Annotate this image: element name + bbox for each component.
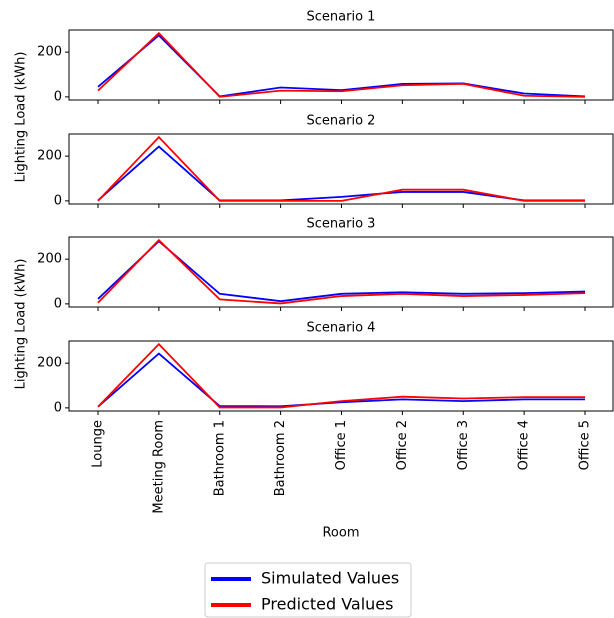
x-tick-label: Lounge (91, 420, 106, 468)
subplot-title: Scenario 2 (307, 114, 376, 129)
axes-frame (68, 29, 614, 101)
x-tick-label: Bathroom 2 (273, 420, 288, 496)
y-tick-label: 200 (37, 149, 62, 164)
x-tick-label: Bathroom 1 (212, 420, 227, 496)
y-tick-label: 200 (37, 356, 62, 371)
line-series (97, 135, 585, 202)
y-tick-label: 0 (54, 193, 62, 208)
line-series (97, 240, 586, 303)
subplot-title: Scenario 4 (307, 321, 376, 336)
line-series (97, 145, 585, 202)
subplot-title: Scenario 3 (307, 217, 376, 232)
y-axis-label: Lighting Load (kWh) (14, 259, 29, 390)
axes-frame (68, 236, 614, 308)
x-axis-label: Room (322, 526, 359, 541)
y-axis-label: Lighting Load (kWh) (14, 52, 29, 183)
line-series (97, 352, 585, 408)
line-series (97, 342, 585, 409)
legend-box (204, 562, 412, 618)
line-series (97, 34, 586, 98)
y-tick-label: 0 (54, 296, 62, 311)
line-series (97, 238, 586, 305)
y-tick-label: 0 (54, 89, 62, 104)
y-tick-label: 200 (37, 45, 62, 60)
x-tick-label: Office 5 (578, 420, 593, 470)
x-tick-label: Office 1 (334, 420, 349, 470)
axes-frame (68, 133, 614, 205)
subplot-title: Scenario 1 (307, 10, 376, 25)
x-tick-label: Office 4 (517, 420, 532, 470)
y-tick-label: 200 (37, 252, 62, 267)
axes-frame (68, 340, 614, 412)
legend-label: Predicted Values (261, 595, 393, 614)
x-tick-label: Meeting Room (151, 420, 166, 514)
y-tick-label: 0 (54, 400, 62, 415)
legend-label: Simulated Values (261, 569, 399, 588)
line-series (97, 31, 586, 98)
x-tick-label: Office 2 (395, 420, 410, 470)
x-tick-label: Office 3 (456, 420, 471, 470)
